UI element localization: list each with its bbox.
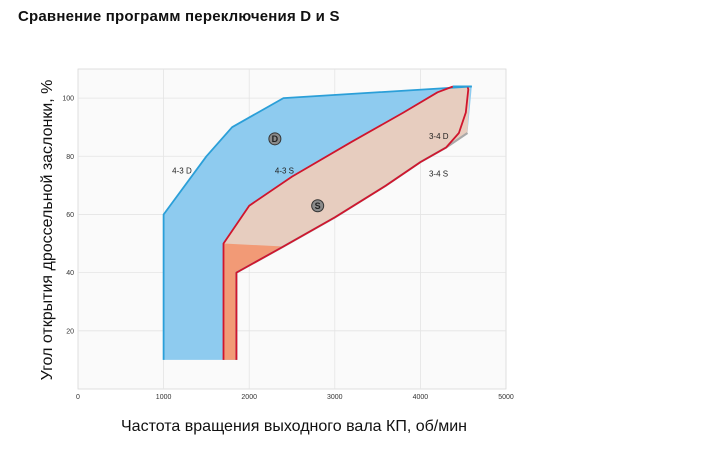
annotation-labels: D S 4-3 D 4-3 S 3-4 D 3-4 S — [172, 132, 449, 213]
zone-marker-s — [311, 199, 325, 213]
zone-marker-d — [268, 132, 282, 146]
y-tick-40: 40 — [66, 270, 74, 277]
x-tick-0: 0 — [76, 394, 80, 401]
annotation-4-3-s: 4-3 S — [275, 167, 294, 176]
x-tick-2000: 2000 — [241, 394, 257, 401]
x-tick-1000: 1000 — [156, 394, 172, 401]
zone-areas — [163, 86, 472, 360]
axis-ticks: 0 1000 2000 3000 4000 5000 20 40 60 80 100 — [62, 96, 514, 401]
x-tick-4000: 4000 — [413, 394, 429, 401]
annotation-4-3-d: 4-3 D — [172, 167, 192, 176]
x-tick-3000: 3000 — [327, 394, 343, 401]
y-tick-20: 20 — [66, 328, 74, 335]
area-overlap-zone — [223, 86, 471, 247]
x-tick-5000: 5000 — [498, 394, 514, 401]
series-line-4-3-s — [222, 85, 454, 360]
y-tick-80: 80 — [66, 154, 74, 161]
y-tick-100: 100 — [62, 96, 74, 103]
annotation-3-4-s: 3-4 S — [429, 170, 448, 179]
series-line-4-3-d — [162, 85, 472, 360]
annotation-3-4-d: 3-4 D — [429, 132, 449, 141]
y-tick-60: 60 — [66, 212, 74, 219]
shift-lines — [162, 85, 472, 360]
chart-title: Сравнение программ переключения D и S — [18, 8, 340, 25]
series-line-3-4-s — [235, 86, 470, 360]
zone-label-s: S — [315, 201, 321, 211]
zone-label-d: D — [272, 134, 279, 144]
x-axis-label: Частота вращения выходного вала КП, об/м… — [121, 418, 467, 435]
